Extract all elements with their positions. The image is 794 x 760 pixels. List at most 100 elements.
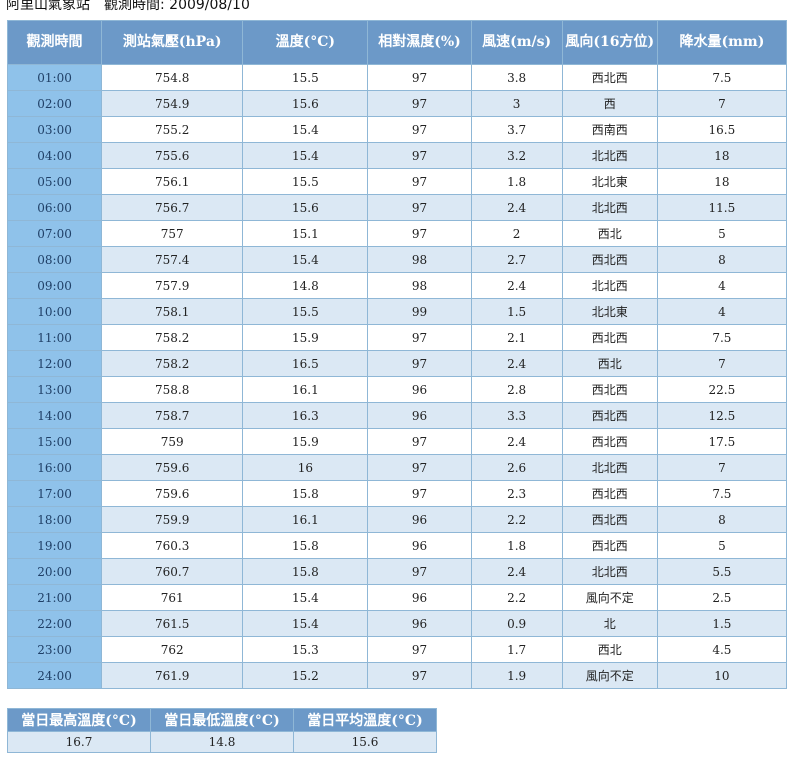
temperature-cell: 15.5	[243, 65, 368, 90]
table-row: 07:00 757 15.1 97 2 西北 5	[8, 221, 786, 246]
humidity-cell: 97	[368, 429, 471, 454]
temperature-cell: 15.9	[243, 325, 368, 350]
precipitation-cell: 18	[657, 169, 786, 194]
wind-direction-cell: 北北西	[562, 273, 657, 298]
temperature-cell: 15.4	[243, 247, 368, 272]
precipitation-cell: 5	[657, 533, 786, 558]
table-row: 10:00 758.1 15.5 99 1.5 北北東 4	[8, 299, 786, 324]
precipitation-cell: 11.5	[657, 195, 786, 220]
temperature-cell: 15.8	[243, 481, 368, 506]
pressure-cell: 760.7	[102, 559, 243, 584]
wind-speed-cell: 1.8	[471, 533, 562, 558]
time-cell: 12:00	[8, 351, 102, 376]
pressure-cell: 761.5	[102, 611, 243, 636]
temperature-cell: 15.4	[243, 117, 368, 142]
humidity-cell: 97	[368, 481, 471, 506]
time-cell: 23:00	[8, 637, 102, 662]
time-cell: 14:00	[8, 403, 102, 428]
humidity-cell: 96	[368, 533, 471, 558]
wind-speed-cell: 3.3	[471, 403, 562, 428]
wind-speed-cell: 2.7	[471, 247, 562, 272]
wind-direction-cell: 北北西	[562, 143, 657, 168]
precipitation-cell: 5.5	[657, 559, 786, 584]
table-row: 03:00 755.2 15.4 97 3.7 西南西 16.5	[8, 117, 786, 142]
humidity-cell: 97	[368, 91, 471, 116]
table-row: 13:00 758.8 16.1 96 2.8 西北西 22.5	[8, 377, 786, 402]
wind-speed-cell: 2.2	[471, 507, 562, 532]
wind-speed-cell: 1.9	[471, 663, 562, 688]
table-row: 18:00 759.9 16.1 96 2.2 西北西 8	[8, 507, 786, 532]
precipitation-cell: 2.5	[657, 585, 786, 610]
col-header-precipitation: 降水量(mm)	[657, 21, 786, 64]
wind-direction-cell: 北北東	[562, 299, 657, 324]
wind-speed-cell: 0.9	[471, 611, 562, 636]
temperature-cell: 15.1	[243, 221, 368, 246]
humidity-cell: 97	[368, 195, 471, 220]
wind-direction-cell: 風向不定	[562, 663, 657, 688]
wind-direction-cell: 西	[562, 91, 657, 116]
humidity-cell: 97	[368, 559, 471, 584]
table-row: 06:00 756.7 15.6 97 2.4 北北西 11.5	[8, 195, 786, 220]
temperature-cell: 15.3	[243, 637, 368, 662]
wind-speed-cell: 2.6	[471, 455, 562, 480]
time-cell: 17:00	[8, 481, 102, 506]
precipitation-cell: 1.5	[657, 611, 786, 636]
wind-direction-cell: 西北西	[562, 507, 657, 532]
pressure-cell: 761	[102, 585, 243, 610]
pressure-cell: 756.1	[102, 169, 243, 194]
table-row: 23:00 762 15.3 97 1.7 西北 4.5	[8, 637, 786, 662]
wind-direction-cell: 北北西	[562, 559, 657, 584]
summary-header-min-temp: 當日最低溫度(°C)	[151, 709, 293, 731]
time-cell: 20:00	[8, 559, 102, 584]
wind-direction-cell: 西北西	[562, 429, 657, 454]
temperature-cell: 15.6	[243, 91, 368, 116]
pressure-cell: 755.6	[102, 143, 243, 168]
temperature-cell: 15.8	[243, 533, 368, 558]
time-cell: 15:00	[8, 429, 102, 454]
time-cell: 01:00	[8, 65, 102, 90]
wind-speed-cell: 1.8	[471, 169, 562, 194]
temperature-cell: 16.1	[243, 377, 368, 402]
pressure-cell: 759	[102, 429, 243, 454]
pressure-cell: 759.6	[102, 455, 243, 480]
precipitation-cell: 10	[657, 663, 786, 688]
wind-speed-cell: 1.5	[471, 299, 562, 324]
summary-max-temp: 16.7	[8, 732, 150, 752]
pressure-cell: 754.8	[102, 65, 243, 90]
wind-speed-cell: 2.8	[471, 377, 562, 402]
temperature-cell: 15.4	[243, 611, 368, 636]
time-cell: 19:00	[8, 533, 102, 558]
time-cell: 09:00	[8, 273, 102, 298]
pressure-cell: 757.4	[102, 247, 243, 272]
wind-direction-cell: 北	[562, 611, 657, 636]
table-row: 05:00 756.1 15.5 97 1.8 北北東 18	[8, 169, 786, 194]
humidity-cell: 97	[368, 455, 471, 480]
temperature-cell: 15.4	[243, 143, 368, 168]
humidity-cell: 97	[368, 143, 471, 168]
wind-speed-cell: 2.4	[471, 273, 562, 298]
table-row: 20:00 760.7 15.8 97 2.4 北北西 5.5	[8, 559, 786, 584]
temperature-cell: 15.5	[243, 169, 368, 194]
precipitation-cell: 7	[657, 351, 786, 376]
table-row: 21:00 761 15.4 96 2.2 風向不定 2.5	[8, 585, 786, 610]
summary-value-row: 16.7 14.8 15.6	[8, 732, 436, 752]
humidity-cell: 96	[368, 507, 471, 532]
summary-header-avg-temp: 當日平均溫度(°C)	[294, 709, 436, 731]
wind-direction-cell: 西北西	[562, 403, 657, 428]
table-row: 02:00 754.9 15.6 97 3 西 7	[8, 91, 786, 116]
pressure-cell: 759.9	[102, 507, 243, 532]
table-row: 09:00 757.9 14.8 98 2.4 北北西 4	[8, 273, 786, 298]
temperature-cell: 15.4	[243, 585, 368, 610]
temperature-cell: 16.5	[243, 351, 368, 376]
observation-table: 觀測時間 測站氣壓(hPa) 溫度(°C) 相對濕度(%) 風速(m/s) 風向…	[7, 20, 787, 689]
time-cell: 10:00	[8, 299, 102, 324]
pressure-cell: 758.7	[102, 403, 243, 428]
table-row: 14:00 758.7 16.3 96 3.3 西北西 12.5	[8, 403, 786, 428]
table-row: 16:00 759.6 16 97 2.6 北北西 7	[8, 455, 786, 480]
wind-speed-cell: 2.2	[471, 585, 562, 610]
humidity-cell: 97	[368, 325, 471, 350]
summary-avg-temp: 15.6	[294, 732, 436, 752]
wind-direction-cell: 西北	[562, 351, 657, 376]
time-cell: 16:00	[8, 455, 102, 480]
observation-date: 觀測時間: 2009/08/10	[104, 0, 250, 13]
